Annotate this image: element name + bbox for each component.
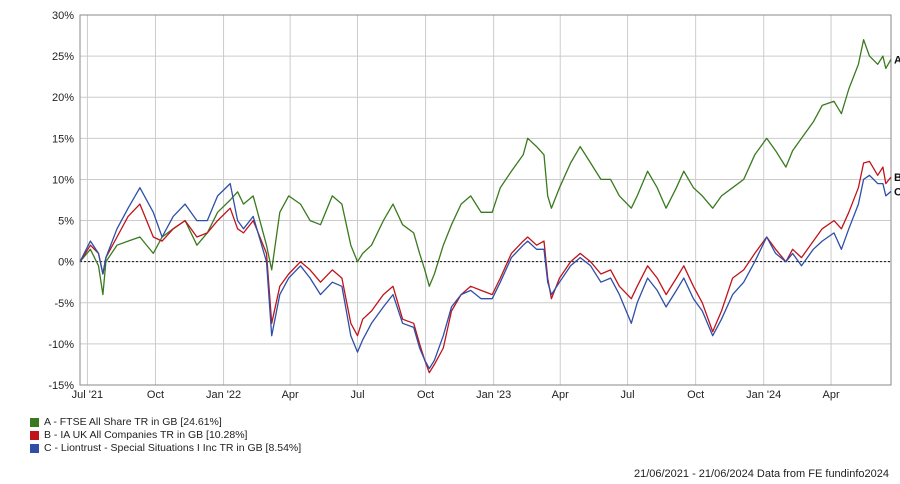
y-tick-label: 10%: [52, 174, 74, 186]
end-label-a: A: [894, 54, 900, 66]
x-tick-label: Apr: [552, 389, 569, 401]
legend-swatch-b: [30, 431, 39, 440]
x-tick-label: Apr: [823, 389, 840, 401]
x-tick-label: Jul: [350, 389, 364, 401]
series-line-c: [79, 174, 892, 370]
y-tick-label: 15%: [52, 133, 74, 145]
y-tick-label: 30%: [52, 10, 74, 22]
y-tick-label: 20%: [52, 92, 74, 104]
y-tick-label: 0%: [58, 257, 74, 269]
legend-label-c: C - Liontrust - Special Situations I Inc…: [44, 442, 302, 454]
end-label-b: B: [894, 172, 900, 184]
x-tick-label: Jan '24: [746, 389, 781, 401]
x-tick-label: Jul: [621, 389, 635, 401]
series-end-labels: A BC: [894, 54, 900, 198]
y-tick-label: -15%: [48, 380, 74, 392]
line-chart: -15% -10% -5% 0% 5% 10% 15% 20% 25% 30% Jul '21 Oc…: [48, 10, 900, 401]
x-tick-label: Oct: [687, 389, 704, 401]
x-axis-tick-labels: Jul '21 Oct Jan '22 Apr Jul Oct Jan '23 Apr Jul O…: [72, 389, 840, 401]
y-tick-label: 5%: [58, 216, 74, 228]
legend-item-a: A - FTSE All Share TR in GB [24.61%]: [30, 416, 301, 429]
legend-swatch-c: [30, 444, 39, 453]
date-range-text: 21/06/2021 - 21/06/2024: [633, 468, 754, 480]
end-label-c: C: [894, 186, 900, 198]
x-tick-label: Oct: [147, 389, 164, 401]
y-axis-tick-labels: -15% -10% -5% 0% 5% 10% 15% 20% 25% 30%: [48, 10, 74, 392]
y-tick-label: 25%: [52, 51, 74, 63]
y-tick-label: -10%: [48, 339, 74, 351]
legend-item-b: B - IA UK All Companies TR in GB [10.28%…: [30, 429, 301, 442]
x-tick-label: Oct: [417, 389, 434, 401]
series-line-b: [79, 160, 892, 374]
legend-swatch-a: [30, 418, 39, 427]
series-line-a: [79, 39, 892, 296]
y-gridlines: [80, 14, 891, 386]
x-tick-label: Jan '23: [476, 389, 511, 401]
legend-label-b: B - IA UK All Companies TR in GB [10.28%…: [44, 429, 248, 441]
x-gridlines: [86, 15, 832, 385]
chart-footer: 21/06/2021 - 21/06/2024 Data from FE fun…: [634, 468, 889, 480]
x-tick-label: Jul '21: [72, 389, 103, 401]
series-lines: [79, 39, 892, 374]
chart-legend: A - FTSE All Share TR in GB [24.61%] B -…: [30, 416, 301, 455]
data-source-text: Data from FE fundinfo2024: [756, 468, 889, 480]
legend-label-a: A - FTSE All Share TR in GB [24.61%]: [44, 416, 222, 428]
y-tick-label: -5%: [54, 298, 74, 310]
legend-item-c: C - Liontrust - Special Situations I Inc…: [30, 442, 301, 455]
plot-frame: [79, 14, 892, 386]
x-tick-label: Apr: [282, 389, 299, 401]
x-tick-label: Jan '22: [206, 389, 241, 401]
